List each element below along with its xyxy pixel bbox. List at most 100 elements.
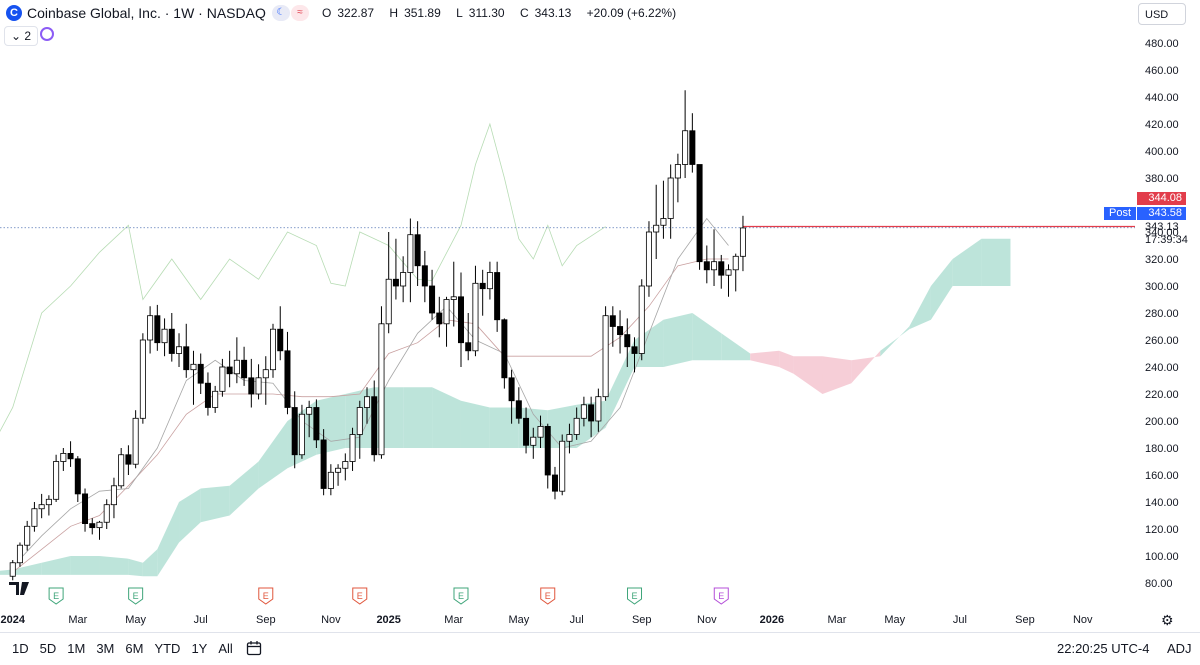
y-axis-tick-label: 220.00: [1145, 389, 1179, 401]
range-3m-button[interactable]: 3M: [96, 641, 115, 656]
kijun-sen-line: [12, 258, 729, 573]
y-axis-tick-label: 160.00: [1145, 470, 1179, 482]
candle-down: [617, 326, 624, 336]
x-axis-tick-label: May: [125, 614, 146, 626]
candle-down: [631, 346, 638, 354]
candle-up: [653, 224, 660, 233]
x-axis-tick-label: Jul: [953, 614, 967, 626]
y-axis-tick-label: 380.00: [1145, 173, 1179, 185]
utc-clock[interactable]: 22:20:25 UTC-4: [1057, 641, 1150, 656]
y-axis-tick-label: 340.00: [1145, 227, 1179, 239]
range-all-button[interactable]: All: [218, 641, 233, 656]
range-6m-button[interactable]: 6M: [125, 641, 144, 656]
candle-up: [298, 413, 305, 456]
candle-up: [573, 417, 580, 435]
ichimoku-cloud-segment: [779, 350, 794, 374]
ichimoku-cloud-segment: [822, 356, 852, 394]
indicators-collapse-button[interactable]: ⌄ 2: [4, 26, 39, 46]
y-axis-tick-label: 100.00: [1145, 551, 1179, 563]
ichimoku-cloud-segment: [142, 549, 158, 577]
ichimoku-cloud-segment: [41, 556, 71, 575]
data-delayed-icon[interactable]: ≈: [291, 5, 309, 21]
symbol-title[interactable]: Coinbase Global, Inc. · 1W · NASDAQ: [27, 5, 266, 21]
candle-up: [161, 328, 168, 344]
y-axis-tick-label: 180.00: [1145, 443, 1179, 455]
y-axis-tick-label: 280.00: [1145, 308, 1179, 320]
candle-down: [479, 282, 486, 290]
open-value: 322.87: [337, 6, 375, 20]
candle-down: [465, 342, 472, 352]
x-axis-tick-label: Sep: [632, 614, 652, 626]
date-range-calendar-icon[interactable]: [246, 640, 262, 656]
refresh-icon[interactable]: [40, 27, 54, 41]
chevron-down-icon: ⌄: [11, 29, 22, 43]
ichimoku-cloud-segment: [952, 238, 982, 286]
candle-down: [588, 404, 595, 422]
price-chart[interactable]: 480.00 460.00 440.00 420.00 400.00 380.00 340.…: [0, 0, 1200, 632]
ichimoku-cloud-segment: [880, 326, 910, 357]
settings-gear-icon[interactable]: ⚙: [1161, 612, 1174, 628]
candle-down: [183, 346, 190, 371]
candle-up: [638, 285, 645, 354]
candle-down: [248, 377, 255, 395]
y-axis-tick-label: 460.00: [1145, 65, 1179, 77]
range-1m-button[interactable]: 1M: [67, 641, 86, 656]
candle-down: [226, 366, 233, 375]
adj-toggle[interactable]: ADJ: [1167, 641, 1192, 656]
candle-up: [682, 130, 689, 165]
candle-down: [392, 278, 399, 287]
candle-up: [103, 504, 110, 523]
candle-down: [689, 130, 696, 165]
earnings-marker-label: E: [718, 591, 724, 601]
range-5d-button[interactable]: 5D: [39, 641, 57, 656]
coinbase-logo-icon: C: [6, 5, 22, 21]
earnings-marker-label: E: [545, 591, 551, 601]
candle-up: [327, 471, 334, 489]
currency-select[interactable]: USD: [1138, 3, 1186, 25]
y-axis-tick-label: 240.00: [1145, 362, 1179, 374]
x-axis-tick-label: Nov: [321, 614, 341, 626]
post-price-tag: 343.58: [1137, 207, 1186, 220]
candle-down: [609, 315, 616, 327]
candle-down: [277, 328, 284, 352]
candle-up: [212, 390, 219, 408]
candle-down: [371, 396, 378, 456]
candle-up: [255, 377, 262, 395]
x-axis-tick-label: May: [884, 614, 905, 626]
ichimoku-cloud-segment: [157, 502, 180, 577]
candle-down: [696, 164, 703, 263]
low-value: 311.30: [468, 6, 505, 20]
candle-up: [667, 177, 674, 219]
candle-up: [443, 299, 450, 325]
candle-up: [486, 272, 493, 290]
candle-down: [197, 363, 204, 384]
candle-down: [515, 400, 522, 419]
ichimoku-cloud-segment: [721, 333, 751, 361]
candle-up: [407, 234, 414, 273]
candle-down: [718, 261, 725, 276]
earnings-marker: [128, 587, 144, 605]
candle-up: [31, 508, 38, 527]
bottom-divider: [0, 632, 1200, 633]
candle-up: [45, 498, 52, 506]
ichimoku-cloud-segment: [179, 488, 201, 543]
x-axis-tick-label: 2024: [0, 614, 25, 626]
ohlc-readout: O 322.87 H 351.89 L 311.30 C 343.13 +20.09 (…: [322, 6, 682, 20]
y-axis-tick-label: 300.00: [1145, 281, 1179, 293]
market-closed-moon-icon[interactable]: ☾: [272, 5, 290, 21]
y-axis-tick-label: 200.00: [1145, 416, 1179, 428]
range-ytd-button[interactable]: YTD: [154, 641, 181, 656]
candle-up: [711, 261, 718, 271]
y-axis-tick-label: 120.00: [1145, 524, 1179, 536]
candle-down: [204, 382, 211, 408]
range-1y-button[interactable]: 1Y: [191, 641, 208, 656]
earnings-marker-label: E: [263, 591, 269, 601]
candle-down: [429, 285, 436, 314]
earnings-marker: [258, 587, 274, 605]
candle-up: [363, 396, 370, 408]
range-1d-button[interactable]: 1D: [12, 641, 29, 656]
close-label: C: [519, 6, 529, 20]
low-label: L: [456, 6, 463, 20]
range-selector: 1D 5D 1M 3M 6M YTD 1Y All: [12, 641, 244, 656]
candle-down: [457, 296, 464, 344]
